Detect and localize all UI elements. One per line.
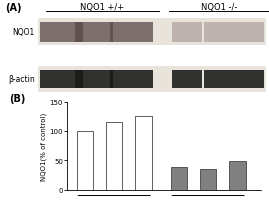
Bar bbox=[171, 167, 187, 190]
FancyBboxPatch shape bbox=[234, 22, 264, 43]
Y-axis label: NQO1(% of control): NQO1(% of control) bbox=[40, 112, 47, 180]
Bar bbox=[200, 169, 216, 190]
FancyBboxPatch shape bbox=[172, 22, 202, 43]
Text: β-actin: β-actin bbox=[8, 75, 35, 84]
FancyBboxPatch shape bbox=[204, 22, 234, 43]
Text: (B): (B) bbox=[9, 93, 26, 103]
Text: (A): (A) bbox=[5, 3, 22, 13]
FancyBboxPatch shape bbox=[110, 70, 153, 89]
FancyBboxPatch shape bbox=[38, 66, 266, 93]
FancyBboxPatch shape bbox=[40, 70, 83, 89]
Bar bbox=[77, 131, 93, 190]
FancyBboxPatch shape bbox=[40, 22, 83, 43]
Bar bbox=[136, 117, 152, 190]
Bar bbox=[106, 122, 122, 190]
Text: NQO1 -/-: NQO1 -/- bbox=[201, 3, 238, 12]
FancyBboxPatch shape bbox=[75, 22, 113, 43]
FancyBboxPatch shape bbox=[234, 70, 264, 89]
Text: NQO1: NQO1 bbox=[13, 28, 35, 37]
Text: NQO1 +/+: NQO1 +/+ bbox=[80, 3, 124, 12]
FancyBboxPatch shape bbox=[204, 70, 234, 89]
FancyBboxPatch shape bbox=[172, 70, 202, 89]
Text: NQO1+/+: NQO1+/+ bbox=[95, 203, 133, 204]
FancyBboxPatch shape bbox=[75, 70, 113, 89]
Bar bbox=[229, 162, 246, 190]
Text: NQO1-/-: NQO1-/- bbox=[193, 203, 223, 204]
FancyBboxPatch shape bbox=[38, 19, 266, 46]
FancyBboxPatch shape bbox=[110, 22, 153, 43]
